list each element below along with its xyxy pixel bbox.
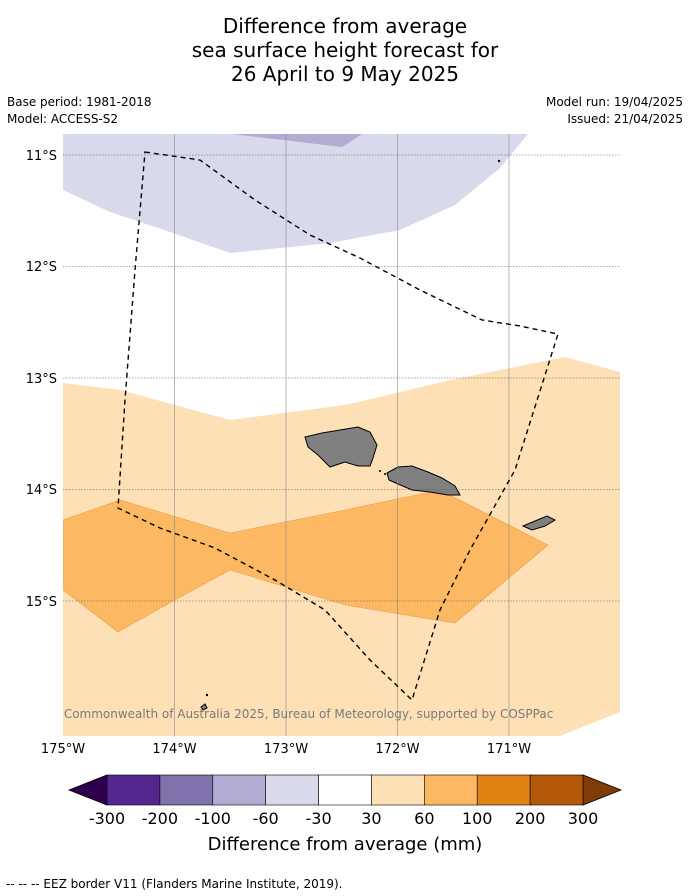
tutuila-island	[521, 515, 557, 531]
islet-dot	[205, 693, 209, 697]
base-period: Base period: 1981-2018	[7, 95, 152, 109]
anomaly-region-light-purple	[63, 134, 528, 253]
islet-dot	[497, 159, 501, 163]
colorbar-tick-label: 200	[515, 809, 546, 828]
lon-label: 171°W	[487, 742, 531, 757]
colorbar-segment	[424, 774, 478, 806]
eez-legend: -- -- -- EEZ border V11 (Flanders Marine…	[6, 877, 343, 891]
colorbar-tick-label: 60	[414, 809, 434, 828]
upolu-island	[386, 465, 461, 496]
model-name: Model: ACCESS-S2	[7, 112, 119, 126]
islet-dot	[384, 473, 386, 475]
chart-title: Difference from average sea surface heig…	[0, 14, 690, 86]
title-line-3: 26 April to 9 May 2025	[231, 62, 459, 86]
colorbar-segment	[318, 774, 372, 806]
longitude-gridlines	[174, 134, 510, 736]
colorbar-tick-label: -30	[305, 809, 331, 828]
anomaly-region-medium-purple	[232, 134, 362, 147]
lat-label: 11°S	[26, 149, 57, 164]
colorbar-tick-label: -300	[89, 809, 125, 828]
small-island	[200, 703, 208, 711]
islet-dot	[379, 470, 381, 472]
colorbar-tick-label: -60	[253, 809, 279, 828]
colorbar-over-arrow	[582, 774, 623, 806]
lon-label: 172°W	[375, 742, 419, 757]
colorbar-segment	[371, 774, 425, 806]
lon-label: 173°W	[264, 742, 308, 757]
model-run: Model run: 19/04/2025	[545, 95, 683, 109]
anomaly-region-orange	[63, 489, 549, 633]
eez-border	[117, 151, 559, 702]
issued-date: Issued: 21/04/2025	[567, 112, 683, 126]
colorbar-tick-label: 100	[462, 809, 493, 828]
lat-label: 14°S	[26, 483, 57, 498]
colorbar-title: Difference from average (mm)	[208, 834, 483, 855]
lat-label: 12°S	[26, 260, 57, 275]
colorbar-tick-label: 300	[568, 809, 599, 828]
lon-label: 174°W	[152, 742, 196, 757]
colorbar-segment	[529, 774, 584, 806]
lat-label: 15°S	[26, 595, 57, 610]
lat-label: 13°S	[26, 372, 57, 387]
colorbar-under-arrow	[67, 774, 108, 806]
colorbar-segment	[106, 774, 161, 806]
colorbar-tick-label: -100	[195, 809, 231, 828]
latitude-labels: 11°S 12°S 13°S 14°S 15°S	[26, 149, 57, 610]
colorbar-segment	[159, 774, 214, 806]
colorbar-segment	[265, 774, 319, 806]
colorbar-segment	[212, 774, 266, 806]
colorbar: -300 -200 -100 -60 -30 30 60 100 200 300 Differen…	[67, 774, 623, 855]
title-line-1: Difference from average	[222, 14, 468, 38]
colorbar-tick-label: -200	[142, 809, 178, 828]
copyright-note: © Commonwealth of Australia 2025, Bureau…	[48, 707, 553, 721]
longitude-labels: 175°W 174°W 173°W 172°W 171°W	[41, 742, 531, 757]
savaii-island	[304, 426, 378, 468]
forecast-map: © Commonwealth of Australia 2025, Bureau…	[26, 134, 623, 855]
colorbar-tick-label: 30	[361, 809, 381, 828]
map-plot-area: © Commonwealth of Australia 2025, Bureau…	[48, 134, 620, 736]
lon-label: 175°W	[41, 742, 85, 757]
colorbar-segment	[476, 774, 531, 806]
title-line-2: sea surface height forecast for	[191, 38, 499, 62]
